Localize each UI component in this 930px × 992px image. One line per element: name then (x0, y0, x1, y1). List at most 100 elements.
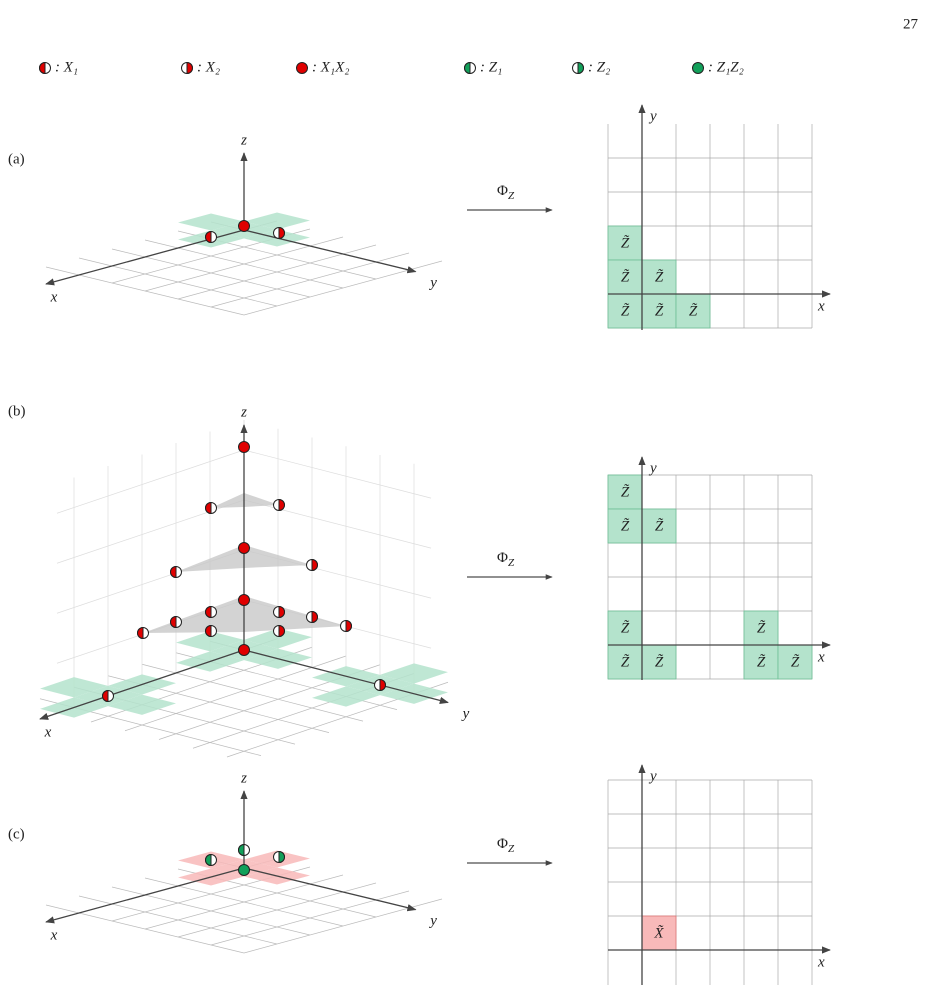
wall-grid (243, 499, 432, 549)
cell-label: Z̃ (621, 484, 630, 500)
stabilizer-face (211, 493, 279, 508)
map-label: ΦZ (497, 836, 515, 854)
cell-label: Z̃ (655, 518, 664, 534)
marker-half (278, 850, 285, 864)
plaquette (312, 686, 380, 707)
axis-label: x (817, 298, 825, 314)
qubit-marker (205, 605, 217, 619)
cell-label: Z̃ (621, 303, 630, 319)
axis-label: y (428, 275, 437, 291)
qubit-marker (238, 542, 250, 554)
map-symbol: Φ (497, 836, 508, 852)
wall-grid (56, 449, 245, 514)
plaquette (244, 212, 310, 230)
qubit-marker (238, 441, 250, 453)
qubit-marker (238, 864, 250, 876)
lattice-cell (607, 644, 643, 680)
page-number: 27 (903, 16, 919, 32)
axis-label: x (817, 954, 825, 970)
legend-label: : X₁ (55, 59, 78, 75)
lattice-cell (641, 644, 677, 680)
qubit-marker (273, 498, 285, 512)
axis-label: z (240, 404, 247, 420)
axis-label: z (240, 132, 247, 148)
map-label: ΦZ (497, 550, 515, 568)
marker-half (238, 843, 245, 857)
map-symbol: Φ (497, 183, 508, 199)
qubit-marker (102, 689, 114, 703)
qubit-marker (273, 605, 285, 619)
marker-half (311, 610, 318, 624)
map-subscript: Z (508, 843, 515, 855)
marker-half (205, 501, 212, 515)
marker-half (379, 678, 386, 692)
cell-label: Z̃ (621, 518, 630, 534)
axis-label: x (50, 289, 58, 305)
lattice-cell (607, 474, 643, 510)
marker-bg (238, 542, 250, 554)
marker-half (278, 226, 285, 240)
qubit-marker (181, 61, 193, 75)
marker-bg (692, 62, 704, 74)
qubit-marker (170, 565, 182, 579)
map-symbol: Φ (497, 550, 508, 566)
qubit-marker (170, 615, 182, 629)
axis-label: x (817, 649, 825, 665)
y-axis (243, 649, 449, 704)
qubit-marker (340, 619, 352, 633)
plaquette (176, 631, 244, 652)
qubit-marker (137, 626, 149, 640)
y-axis (243, 867, 417, 912)
lattice-cell (641, 259, 677, 295)
cell-label: Z̃ (621, 654, 630, 670)
qubit-marker (572, 61, 584, 75)
qubit-marker (205, 624, 217, 638)
marker-bg (238, 441, 250, 453)
marker-half (311, 558, 318, 572)
cell-label: Z̃ (791, 654, 800, 670)
qubit-marker (692, 62, 704, 74)
legend-label: : Z₁ (480, 59, 502, 75)
marker-half (205, 605, 212, 619)
legend-label: : Z₁Z₂ (708, 59, 744, 75)
panel-label: (b) (8, 403, 26, 419)
cell-label: Z̃ (757, 654, 766, 670)
marker-half (278, 624, 285, 638)
plaquette (108, 694, 176, 715)
marker-half (278, 498, 285, 512)
cell-label: Z̃ (757, 620, 766, 636)
axis-label: y (648, 768, 657, 784)
qubit-marker (273, 624, 285, 638)
axis-label: x (50, 927, 58, 943)
x-axis (39, 649, 245, 720)
cell-label: Z̃ (621, 620, 630, 636)
plaquette (380, 663, 448, 684)
map-subscript: Z (508, 190, 515, 202)
lattice-cell (641, 508, 677, 544)
marker-half (39, 61, 46, 75)
cell-label: Z̃ (655, 654, 664, 670)
lattice-cell (777, 644, 813, 680)
qubit-marker (306, 610, 318, 624)
legend-label: : X₁X₂ (312, 59, 350, 75)
lattice-cell (675, 293, 711, 329)
qubit-marker (205, 230, 217, 244)
qubit-marker (306, 558, 318, 572)
marker-half (186, 61, 193, 75)
wall-grid (243, 449, 432, 499)
panel-label: (a) (8, 151, 25, 167)
cell-label: Z̃ (621, 269, 630, 285)
qubit-marker (39, 61, 51, 75)
cell-label: Z̃ (655, 269, 664, 285)
legend-label: : X₂ (197, 59, 220, 75)
axis-label: y (461, 706, 470, 722)
floor-grid (124, 655, 347, 732)
axis-label: y (648, 460, 657, 476)
marker-bg (238, 864, 250, 876)
marker-half (170, 615, 177, 629)
map-subscript: Z (508, 557, 515, 569)
qubit-marker (238, 843, 250, 857)
marker-half (170, 565, 177, 579)
qubit-marker (273, 850, 285, 864)
